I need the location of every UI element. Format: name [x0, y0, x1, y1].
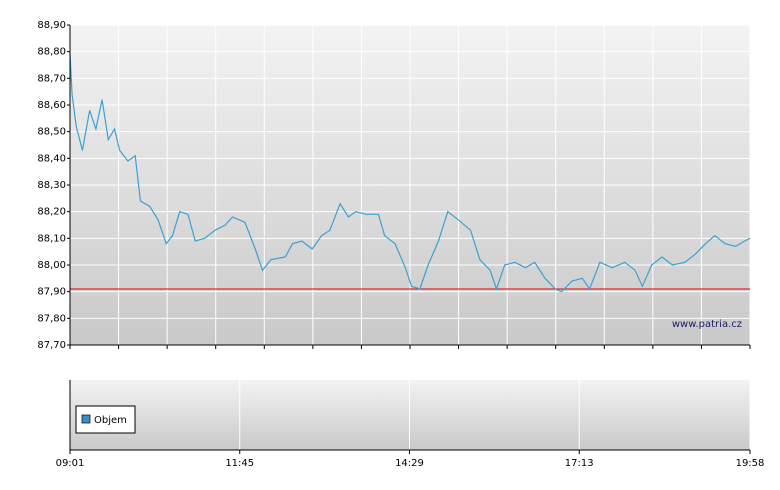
legend-swatch: [81, 414, 91, 424]
x-tick-label: 11:45: [225, 458, 254, 469]
price-line: [69, 54, 751, 293]
volume-plot-area: [70, 380, 750, 450]
grid: [67, 24, 751, 454]
y-tick-label: 88,60: [37, 100, 66, 111]
y-tick-label: 88,50: [37, 127, 66, 138]
x-tick-label: 17:13: [565, 458, 594, 469]
x-tick-label: 09:01: [56, 458, 85, 469]
legend: Objem: [75, 405, 136, 434]
y-tick-label: 88,20: [37, 207, 66, 218]
marks: [69, 54, 751, 293]
y-tick-label: 88,30: [37, 180, 66, 191]
watermark: www.patria.cz: [672, 319, 742, 330]
y-tick-label: 87,70: [37, 340, 66, 351]
y-tick-label: 88,80: [37, 47, 66, 58]
y-tick-label: 88,40: [37, 153, 66, 164]
y-tick-label: 87,90: [37, 287, 66, 298]
y-tick-label: 87,80: [37, 313, 66, 324]
x-tick-label: 14:29: [395, 458, 424, 469]
legend-label: Objem: [94, 415, 127, 426]
y-tick-label: 88,70: [37, 73, 66, 84]
y-tick-label: 88,90: [37, 20, 66, 31]
y-tick-label: 88,00: [37, 260, 66, 271]
x-tick-label: 19:58: [736, 458, 765, 469]
y-tick-label: 88,10: [37, 233, 66, 244]
